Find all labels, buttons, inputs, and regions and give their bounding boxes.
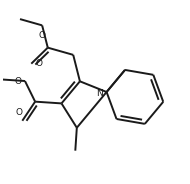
Text: O: O [14, 77, 21, 86]
Text: O: O [39, 31, 46, 40]
Text: N: N [96, 89, 103, 98]
Text: O: O [36, 59, 43, 68]
Text: O: O [16, 108, 23, 117]
